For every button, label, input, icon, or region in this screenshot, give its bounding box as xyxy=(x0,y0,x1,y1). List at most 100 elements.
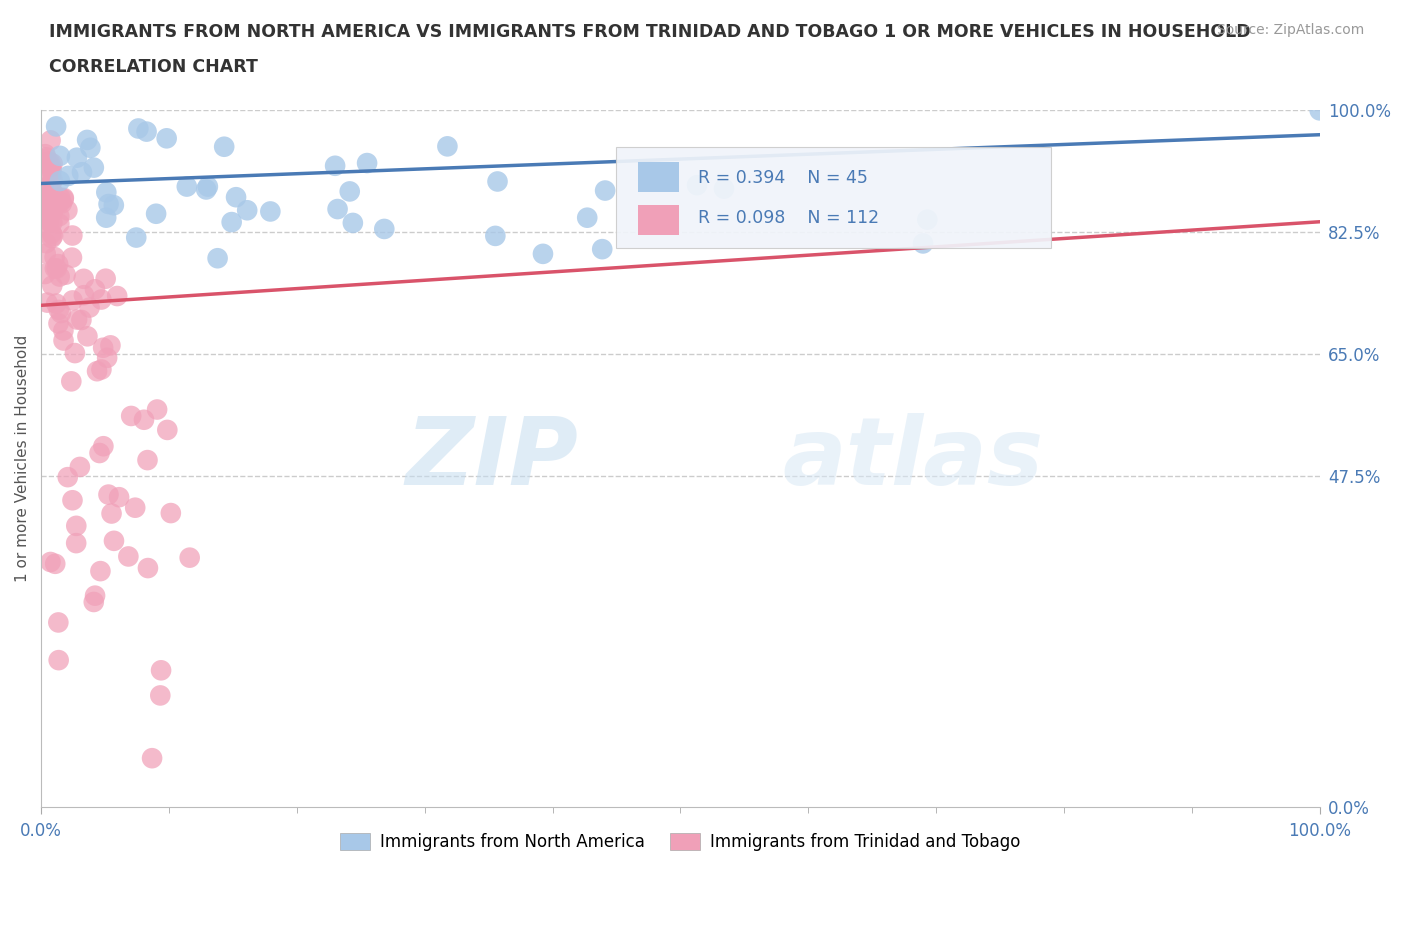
Point xyxy=(76,132,98,147)
Point xyxy=(34,188,56,203)
Point xyxy=(576,210,599,225)
Point xyxy=(124,500,146,515)
Point xyxy=(145,206,167,221)
Point xyxy=(195,182,218,197)
Point xyxy=(66,151,89,166)
Point xyxy=(79,300,101,315)
Point xyxy=(52,192,75,206)
Point xyxy=(38,194,60,209)
Point xyxy=(51,196,73,211)
Point xyxy=(49,149,72,164)
Point xyxy=(373,221,395,236)
Point xyxy=(917,212,939,227)
Point xyxy=(41,196,63,211)
Point xyxy=(221,215,243,230)
Point xyxy=(100,506,122,521)
Point xyxy=(34,190,56,205)
Point xyxy=(41,215,63,230)
Point xyxy=(136,453,159,468)
Point xyxy=(132,412,155,427)
Point xyxy=(90,292,112,307)
Point xyxy=(63,346,86,361)
Point xyxy=(176,179,198,194)
Point xyxy=(32,197,55,212)
Point xyxy=(44,261,66,276)
Point xyxy=(45,119,67,134)
Point xyxy=(39,206,62,220)
Text: ZIP: ZIP xyxy=(405,413,578,504)
Point xyxy=(38,154,60,169)
Point xyxy=(125,230,148,245)
Point xyxy=(35,150,58,165)
Point xyxy=(37,193,59,207)
Point xyxy=(34,147,56,162)
Point xyxy=(103,534,125,549)
Point xyxy=(531,246,554,261)
Point xyxy=(89,564,111,578)
Point xyxy=(45,261,67,276)
Point xyxy=(37,154,59,169)
Point xyxy=(69,459,91,474)
Point xyxy=(73,287,96,302)
Point xyxy=(97,487,120,502)
Point xyxy=(141,751,163,765)
Point xyxy=(39,133,62,148)
Point xyxy=(38,204,60,219)
FancyBboxPatch shape xyxy=(638,205,679,234)
Point xyxy=(48,653,70,668)
Point xyxy=(96,185,118,200)
Point xyxy=(35,246,58,261)
Point xyxy=(83,160,105,175)
Point xyxy=(136,561,159,576)
Point xyxy=(156,422,179,437)
Point xyxy=(45,296,67,311)
Point xyxy=(37,206,59,221)
FancyBboxPatch shape xyxy=(616,147,1052,247)
Point xyxy=(41,231,63,246)
Point xyxy=(156,131,179,146)
Point xyxy=(225,190,247,205)
Point xyxy=(323,158,346,173)
Point xyxy=(49,306,72,321)
Point xyxy=(593,183,616,198)
Point xyxy=(39,159,62,174)
Point xyxy=(179,551,201,565)
Point xyxy=(46,615,69,630)
Point xyxy=(62,293,84,308)
Point xyxy=(486,174,509,189)
Point xyxy=(70,312,93,327)
Point xyxy=(38,214,60,229)
Point xyxy=(41,173,63,188)
Point xyxy=(65,536,87,551)
Point xyxy=(46,257,69,272)
Point xyxy=(91,340,114,355)
Point xyxy=(73,272,96,286)
Point xyxy=(37,295,59,310)
Point xyxy=(49,190,72,205)
Point xyxy=(32,152,55,166)
FancyBboxPatch shape xyxy=(638,162,679,193)
Point xyxy=(60,228,83,243)
Point xyxy=(44,249,66,264)
Point xyxy=(89,445,111,460)
Point xyxy=(34,267,56,282)
Point xyxy=(70,165,93,179)
Point xyxy=(484,229,506,244)
Point xyxy=(86,364,108,379)
Point xyxy=(48,217,70,232)
Point xyxy=(127,121,149,136)
Point xyxy=(65,518,87,533)
Point xyxy=(56,203,79,218)
Point xyxy=(342,216,364,231)
Point xyxy=(150,663,173,678)
Point xyxy=(41,156,63,171)
Point xyxy=(713,181,735,196)
Point xyxy=(66,312,89,327)
Legend: Immigrants from North America, Immigrants from Trinidad and Tobago: Immigrants from North America, Immigrant… xyxy=(333,826,1028,857)
Point xyxy=(90,362,112,377)
Point xyxy=(56,470,79,485)
Point xyxy=(41,205,63,219)
Point xyxy=(42,185,65,200)
Point xyxy=(97,196,120,211)
Point xyxy=(37,214,59,229)
